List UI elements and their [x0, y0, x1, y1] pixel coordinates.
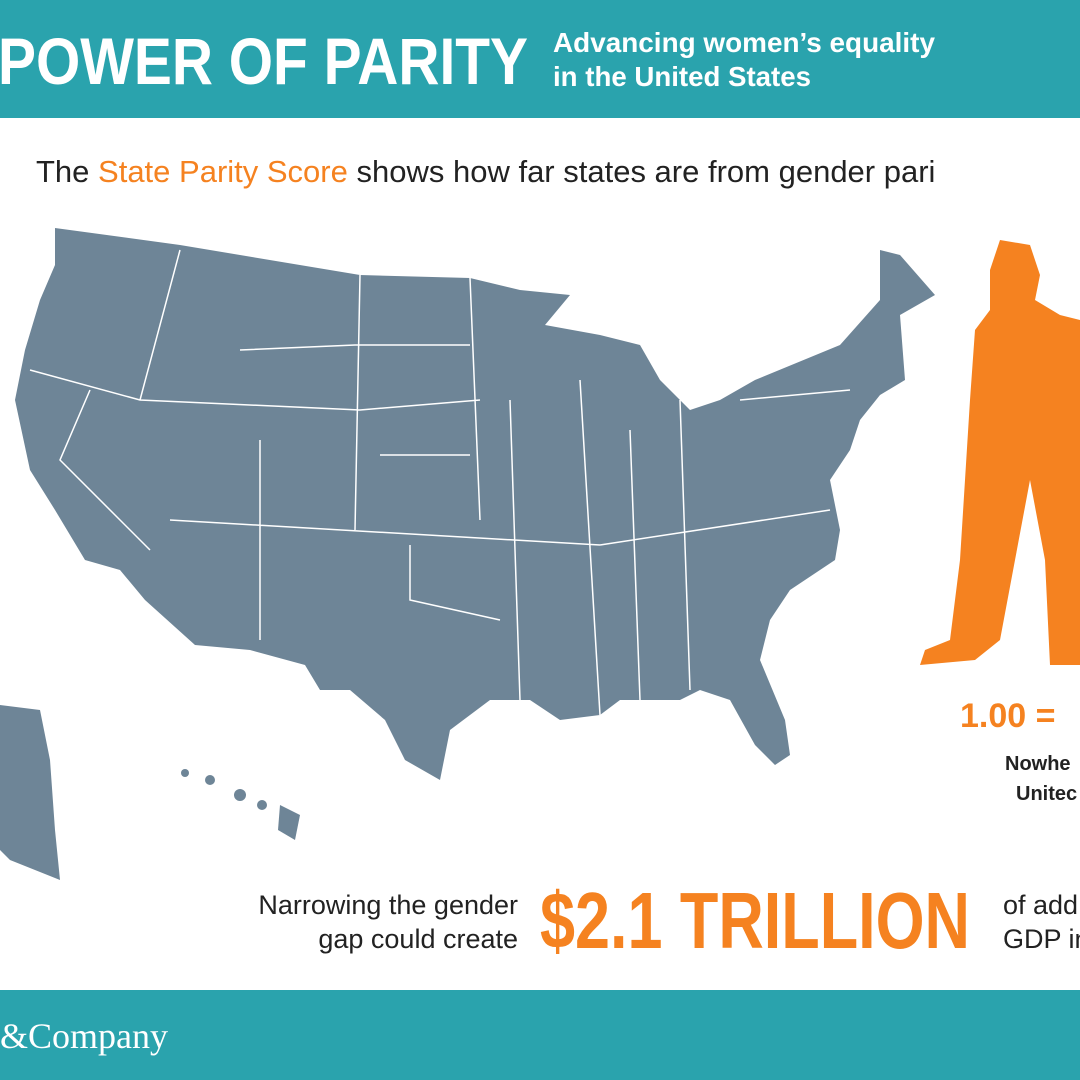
header-subtitle: in the United States — [553, 61, 811, 92]
callout-text: of add — [1003, 890, 1078, 920]
callout-text: GDP in — [1003, 924, 1080, 954]
intro-before: The — [36, 154, 98, 189]
callout-amount: $2.1 TRILLION — [540, 876, 970, 965]
header-band — [0, 0, 1080, 118]
header-subtitle: Advancing women’s equality — [553, 27, 935, 58]
legend-text: Nowhe — [1005, 753, 1071, 775]
callout-text: gap could create — [318, 924, 518, 954]
callout-text: Narrowing the gender — [258, 890, 518, 920]
intro-highlight: State Parity Score — [98, 154, 348, 189]
footer-band — [0, 990, 1080, 1080]
us-map — [0, 228, 935, 880]
footer-brand: &Company — [0, 1016, 168, 1056]
intro-text: The State Parity Score shows how far sta… — [36, 154, 935, 189]
woman-silhouette — [920, 240, 1080, 665]
legend-text: Unitec — [1016, 783, 1077, 805]
legend-score: 1.00 = — [960, 697, 1055, 735]
intro-after: shows how far states are from gender par… — [348, 154, 936, 189]
header-title: POWER OF PARITY — [0, 24, 528, 98]
